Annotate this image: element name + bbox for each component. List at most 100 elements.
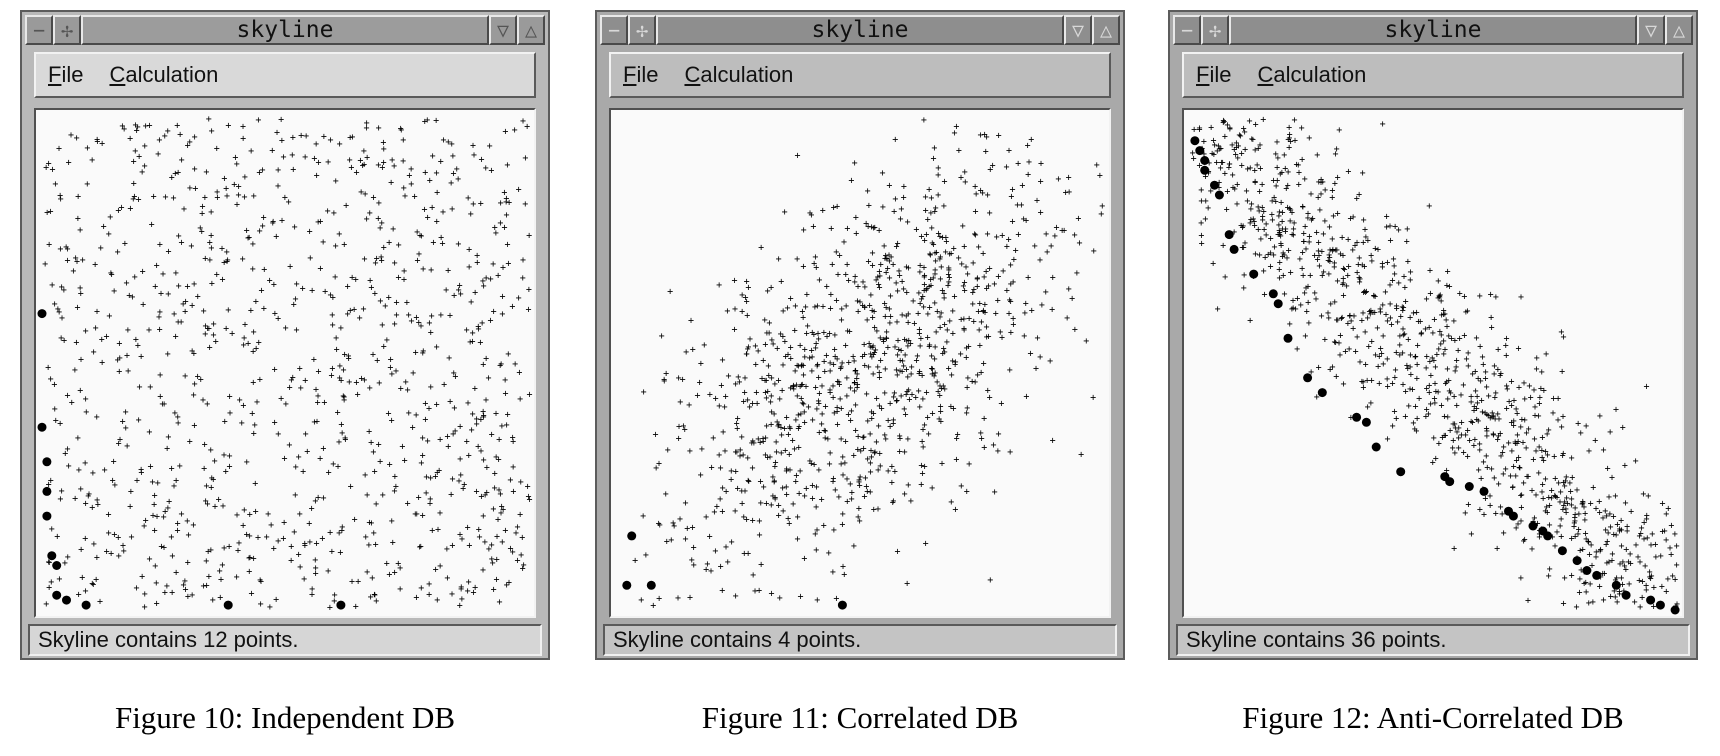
data-point: + xyxy=(136,382,142,393)
data-point: + xyxy=(922,461,928,472)
data-point: + xyxy=(916,325,922,336)
data-point: + xyxy=(347,132,353,143)
move-icon[interactable]: ✢ xyxy=(1201,15,1229,45)
data-point: + xyxy=(340,391,346,402)
shade-icon[interactable]: ▽ xyxy=(1637,15,1665,45)
data-point: + xyxy=(1557,521,1563,532)
menu-calculation[interactable]: Calculation xyxy=(109,62,219,87)
data-point: + xyxy=(346,377,352,388)
data-point: + xyxy=(78,355,84,366)
data-point: + xyxy=(91,539,97,550)
data-point: + xyxy=(1279,252,1285,263)
data-point: + xyxy=(816,334,822,345)
data-point: + xyxy=(739,432,745,443)
skyline-point xyxy=(42,486,52,496)
data-point: + xyxy=(106,311,112,322)
data-point: + xyxy=(505,349,511,360)
data-point: + xyxy=(364,118,370,129)
menu-file[interactable]: File xyxy=(1196,62,1232,87)
data-point: + xyxy=(892,194,898,205)
menu-calculation[interactable]: Calculation xyxy=(1257,62,1367,87)
data-point: + xyxy=(405,385,411,396)
menu-file[interactable]: File xyxy=(48,62,84,87)
data-point: + xyxy=(437,508,443,519)
data-point: + xyxy=(1434,349,1440,360)
data-point: + xyxy=(1585,536,1591,547)
data-point: + xyxy=(189,301,195,312)
data-point: + xyxy=(1431,393,1437,404)
data-point: + xyxy=(805,321,811,332)
data-point: + xyxy=(1407,350,1413,361)
data-point: + xyxy=(765,286,771,297)
data-point: + xyxy=(892,342,898,353)
data-point: + xyxy=(206,571,212,582)
data-point: + xyxy=(293,462,299,473)
data-point: + xyxy=(516,368,522,379)
data-point: + xyxy=(514,522,520,533)
data-point: + xyxy=(499,501,505,512)
data-point: + xyxy=(970,258,976,269)
minimize-icon[interactable]: − xyxy=(25,15,53,45)
data-point: + xyxy=(1023,392,1029,403)
data-point: + xyxy=(204,399,210,410)
data-point: + xyxy=(124,441,130,452)
data-point: + xyxy=(1334,144,1340,155)
data-point: + xyxy=(886,180,892,191)
data-point: + xyxy=(325,206,331,217)
data-point: + xyxy=(1285,180,1291,191)
data-point: + xyxy=(846,358,852,369)
data-point: + xyxy=(289,150,295,161)
data-point: + xyxy=(180,299,186,310)
data-point: + xyxy=(814,361,820,372)
data-point: + xyxy=(372,258,378,269)
data-point: + xyxy=(455,174,461,185)
data-point: + xyxy=(1620,557,1626,568)
move-icon[interactable]: ✢ xyxy=(628,15,656,45)
data-point: + xyxy=(69,398,75,409)
data-point: + xyxy=(480,276,486,287)
title-bar[interactable]: − ✢ skyline ▽ △ xyxy=(600,15,1120,45)
data-point: + xyxy=(997,327,1003,338)
data-point: + xyxy=(175,167,181,178)
data-point: + xyxy=(1009,184,1015,195)
data-point: + xyxy=(1540,480,1546,491)
data-point: + xyxy=(952,357,958,368)
shade-icon[interactable]: ▽ xyxy=(1064,15,1092,45)
data-point: + xyxy=(836,492,842,503)
data-point: + xyxy=(1361,288,1367,299)
title-bar[interactable]: − ✢ skyline ▽ △ xyxy=(1173,15,1693,45)
data-point: + xyxy=(1461,447,1467,458)
data-point: + xyxy=(1387,313,1393,324)
data-point: + xyxy=(1384,212,1390,223)
data-point: + xyxy=(288,375,294,386)
maximize-icon[interactable]: △ xyxy=(517,15,545,45)
move-icon[interactable]: ✢ xyxy=(53,15,81,45)
data-point: + xyxy=(1330,211,1336,222)
data-point: + xyxy=(992,487,998,498)
data-point: + xyxy=(64,391,70,402)
menu-calculation[interactable]: Calculation xyxy=(684,62,794,87)
data-point: + xyxy=(1198,185,1204,196)
data-point: + xyxy=(337,361,343,372)
minimize-icon[interactable]: − xyxy=(1173,15,1201,45)
data-point: + xyxy=(1620,422,1626,433)
data-point: + xyxy=(487,316,493,327)
data-point: + xyxy=(747,402,753,413)
data-point: + xyxy=(905,318,911,329)
data-point: + xyxy=(1659,582,1665,593)
menu-file[interactable]: File xyxy=(623,62,659,87)
data-point: + xyxy=(866,362,872,373)
data-point: + xyxy=(921,270,927,281)
data-point: + xyxy=(250,264,256,275)
shade-icon[interactable]: ▽ xyxy=(489,15,517,45)
data-point: + xyxy=(938,262,944,273)
minimize-icon[interactable]: − xyxy=(600,15,628,45)
data-point: + xyxy=(1379,349,1385,360)
maximize-icon[interactable]: △ xyxy=(1092,15,1120,45)
title-bar[interactable]: − ✢ skyline ▽ △ xyxy=(25,15,545,45)
data-point: + xyxy=(744,515,750,526)
data-point: + xyxy=(1500,448,1506,459)
data-point: + xyxy=(923,388,929,399)
data-point: + xyxy=(390,537,396,548)
maximize-icon[interactable]: △ xyxy=(1665,15,1693,45)
